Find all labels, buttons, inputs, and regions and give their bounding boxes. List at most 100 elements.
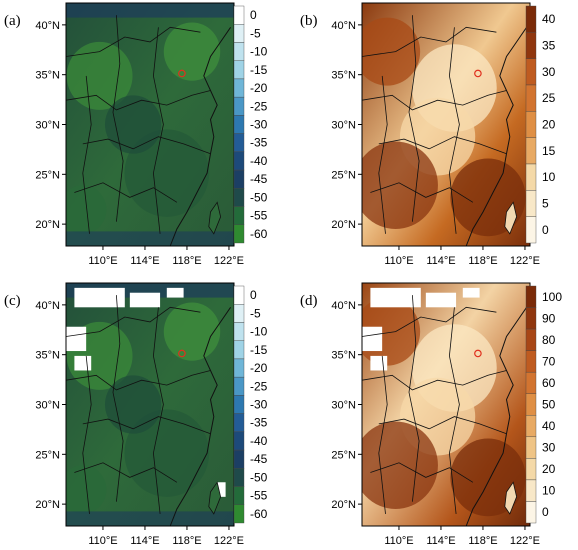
lat-tick-label: 25°N: [35, 449, 60, 461]
colorbar-swatch: [233, 24, 245, 43]
colorbar-label: 40: [542, 12, 556, 26]
colorbar-label: -50: [250, 190, 268, 204]
lat-tick-label: 35°N: [35, 70, 60, 82]
colorbar-label: 60: [542, 376, 556, 390]
colorbar-label: -35: [250, 136, 268, 150]
colorbar-swatch: [233, 449, 245, 469]
colorbar-label: -15: [250, 63, 268, 77]
colorbar-label: 80: [542, 333, 556, 347]
colorbar-label: 40: [542, 419, 556, 433]
colorbar-swatch: [233, 151, 245, 171]
field-blob: [450, 438, 526, 517]
colorbar-swatch: [233, 358, 245, 378]
colorbar-label: 5: [542, 197, 549, 211]
colorbar-swatch: [233, 376, 245, 396]
colorbar-label: 0: [250, 8, 257, 22]
province-border: [378, 75, 388, 234]
province-border: [378, 136, 507, 155]
colorbar-swatch: [525, 137, 537, 165]
colorbar-swatch: [525, 216, 537, 244]
colorbar-swatch: [233, 504, 245, 524]
colorbar-swatch: [233, 395, 245, 414]
site-marker-icon: [474, 349, 482, 358]
province-border: [66, 90, 211, 111]
colorbar-swatch: [525, 328, 537, 351]
colorbar-swatch: [525, 5, 537, 33]
province-border: [362, 90, 507, 111]
panel-label: (d): [300, 293, 318, 309]
taiwan-island: [504, 201, 518, 235]
colorbar-label: -25: [250, 99, 268, 113]
colorbar-swatch: [525, 501, 537, 524]
colorbar-swatch: [525, 84, 537, 112]
missing-data-patch: [74, 287, 125, 308]
province-border: [408, 295, 420, 502]
province-border: [74, 182, 178, 203]
lon-tick-label: 118°E: [172, 255, 201, 267]
coastline: [465, 307, 528, 526]
lon-tick-label: 114°E: [130, 535, 159, 547]
colorbar-label: -20: [250, 361, 268, 375]
missing-data-patch: [425, 292, 457, 308]
colorbar-swatch: [525, 163, 537, 191]
province-border: [82, 75, 92, 234]
field-blob: [124, 409, 210, 497]
lon-tick-label: 110°E: [384, 535, 413, 547]
province-border: [112, 15, 124, 222]
panel-label: (a): [4, 13, 21, 29]
colorbar-label: -50: [250, 470, 268, 484]
colorbar-swatch: [525, 32, 537, 59]
colorbar-swatch: [233, 42, 245, 61]
province-border: [66, 370, 211, 391]
lon-tick-label: 122°E: [214, 255, 244, 267]
lon-tick-label: 118°E: [468, 535, 497, 547]
panel-label: (b): [300, 13, 318, 29]
colorbar-swatch: [233, 96, 245, 116]
colorbar-label: -5: [250, 306, 261, 320]
lon-tick-label: 110°E: [384, 255, 413, 267]
missing-data-patch: [370, 355, 388, 371]
lon-tick-label: 114°E: [426, 535, 455, 547]
lon-tick-label: 110°E: [88, 255, 117, 267]
colorbar-swatch: [233, 5, 245, 25]
colorbar-swatch: [525, 111, 537, 138]
colorbar-label: -35: [250, 416, 268, 430]
colorbar-label: 25: [542, 91, 556, 105]
coastline: [169, 307, 232, 526]
colorbar-label: 30: [542, 441, 556, 455]
field-blob: [362, 421, 438, 509]
lon-tick-label: 114°E: [130, 255, 159, 267]
colorbar-swatch: [233, 431, 245, 451]
ocean-band: [66, 3, 234, 18]
colorbar-label: -55: [250, 489, 268, 503]
map-field-b: [362, 3, 530, 246]
map-field-d: [362, 283, 530, 526]
lat-tick-label: 40°N: [35, 20, 60, 32]
field-blob: [66, 465, 107, 514]
colorbar-a: 0 -5 -10 -15 -20 -25 -30 -35 -40 -45 -50 -55 -60: [233, 5, 268, 244]
colorbar-swatch: [233, 188, 245, 207]
province-border: [82, 136, 211, 155]
lat-tick-label: 30°N: [35, 400, 60, 412]
missing-data-patch: [129, 292, 161, 308]
missing-data-patch: [370, 287, 421, 308]
province-border: [112, 295, 124, 502]
colorbar-swatch: [525, 58, 537, 86]
colorbar-swatch: [525, 479, 537, 502]
colorbar-swatch: [525, 371, 537, 394]
field-blob: [104, 375, 162, 434]
colorbar-label: -30: [250, 118, 268, 132]
colorbar-swatch: [233, 322, 245, 341]
taiwan-island: [504, 481, 518, 515]
lat-tick-label: 25°N: [331, 449, 356, 461]
colorbar-swatch: [233, 224, 245, 244]
colorbar-label: -30: [250, 398, 268, 412]
lat-tick-label: 30°N: [331, 120, 356, 132]
lon-tick-label: 118°E: [468, 255, 497, 267]
lat-tick-label: 20°N: [331, 219, 356, 231]
province-border: [378, 355, 388, 514]
colorbar-swatch: [233, 486, 245, 505]
lat-tick-label: 20°N: [35, 219, 60, 231]
field-blob: [450, 158, 526, 237]
